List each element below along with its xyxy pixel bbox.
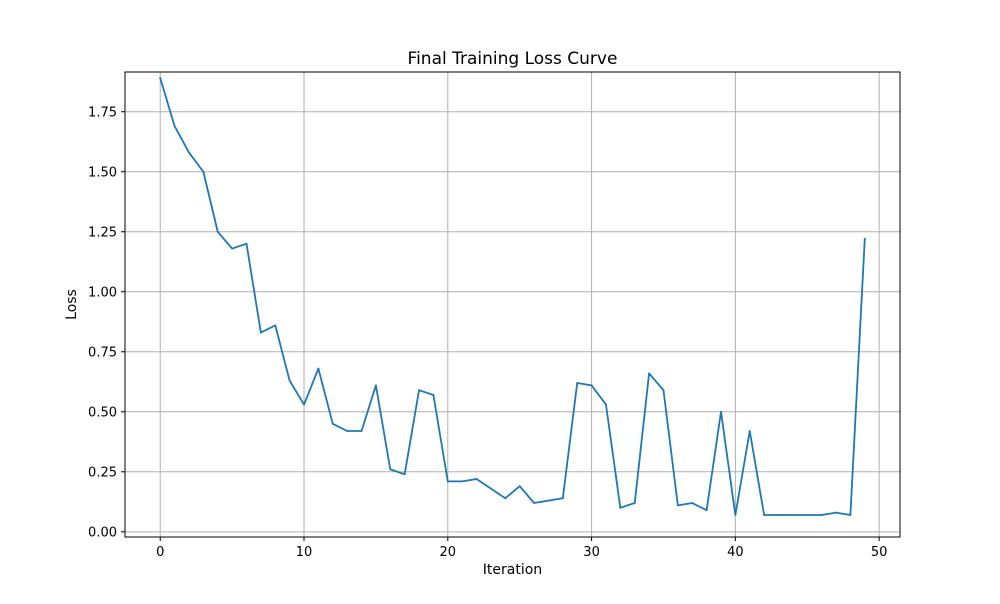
y-tick-label: 0.25 <box>88 465 117 480</box>
data-point <box>403 473 406 476</box>
data-point <box>490 487 492 490</box>
x-tick-label: 50 <box>871 545 888 560</box>
data-point <box>676 504 679 507</box>
data-point <box>533 502 535 504</box>
data-point <box>375 384 377 387</box>
data-point <box>360 430 363 432</box>
data-point <box>346 430 349 432</box>
data-point <box>461 480 464 483</box>
y-tick-label: 1.50 <box>88 165 117 180</box>
loss-series-line <box>159 77 866 516</box>
data-point <box>504 497 507 500</box>
data-point <box>619 506 622 509</box>
y-axis-ticks: 0.00 0.25 0.50 0.75 1.00 1.25 1.50 1.75 <box>88 105 125 540</box>
x-tick-label: 10 <box>296 545 313 560</box>
y-tick-label: 0.50 <box>88 405 117 420</box>
data-point <box>331 422 334 425</box>
data-point <box>231 247 234 250</box>
data-point <box>259 331 262 334</box>
data-point <box>576 382 579 384</box>
data-point <box>173 125 176 128</box>
data-point <box>389 468 392 471</box>
grid-lines <box>125 72 900 537</box>
y-axis-label: Loss <box>64 289 80 320</box>
x-tick-label: 30 <box>583 545 600 560</box>
chart-title: Final Training Loss Curve <box>408 49 618 69</box>
data-point <box>303 403 305 406</box>
data-point <box>734 514 737 516</box>
data-point <box>561 497 564 500</box>
data-point <box>806 514 809 516</box>
y-tick-label: 0.00 <box>88 525 117 540</box>
series-layer <box>159 77 866 516</box>
data-point <box>835 511 837 514</box>
data-point <box>763 514 766 516</box>
data-point <box>418 389 420 392</box>
data-point <box>863 238 866 240</box>
data-point <box>245 242 248 245</box>
data-point <box>633 502 636 504</box>
data-point <box>432 394 435 396</box>
data-point <box>648 372 650 375</box>
y-tick-label: 0.75 <box>88 345 117 360</box>
data-point <box>188 151 190 154</box>
y-tick-label: 1.75 <box>88 105 117 120</box>
y-tick-label: 1.25 <box>88 225 117 240</box>
data-point <box>475 478 478 480</box>
data-point <box>547 499 550 502</box>
data-point <box>748 430 751 432</box>
data-point <box>216 230 219 233</box>
data-point <box>590 384 593 387</box>
x-tick-label: 0 <box>156 545 164 560</box>
data-point <box>662 389 665 392</box>
plot-area-frame <box>124 71 901 538</box>
data-point <box>274 324 277 327</box>
x-axis-ticks: 0 10 20 30 40 50 <box>156 537 887 560</box>
x-tick-label: 20 <box>440 545 457 560</box>
y-tick-label: 1.00 <box>88 285 117 300</box>
data-point <box>317 367 320 370</box>
data-point <box>605 403 607 406</box>
data-point <box>518 485 521 488</box>
data-point <box>791 514 794 516</box>
data-point <box>705 509 708 512</box>
data-point <box>446 480 449 483</box>
data-point <box>849 514 852 516</box>
data-point <box>288 379 291 382</box>
x-axis-label: Iteration <box>483 562 542 578</box>
data-point <box>777 514 780 516</box>
data-point <box>720 410 722 413</box>
data-point <box>691 502 694 504</box>
data-point <box>820 514 823 516</box>
x-tick-label: 40 <box>727 545 744 560</box>
data-point <box>159 77 162 80</box>
data-point <box>202 170 205 173</box>
